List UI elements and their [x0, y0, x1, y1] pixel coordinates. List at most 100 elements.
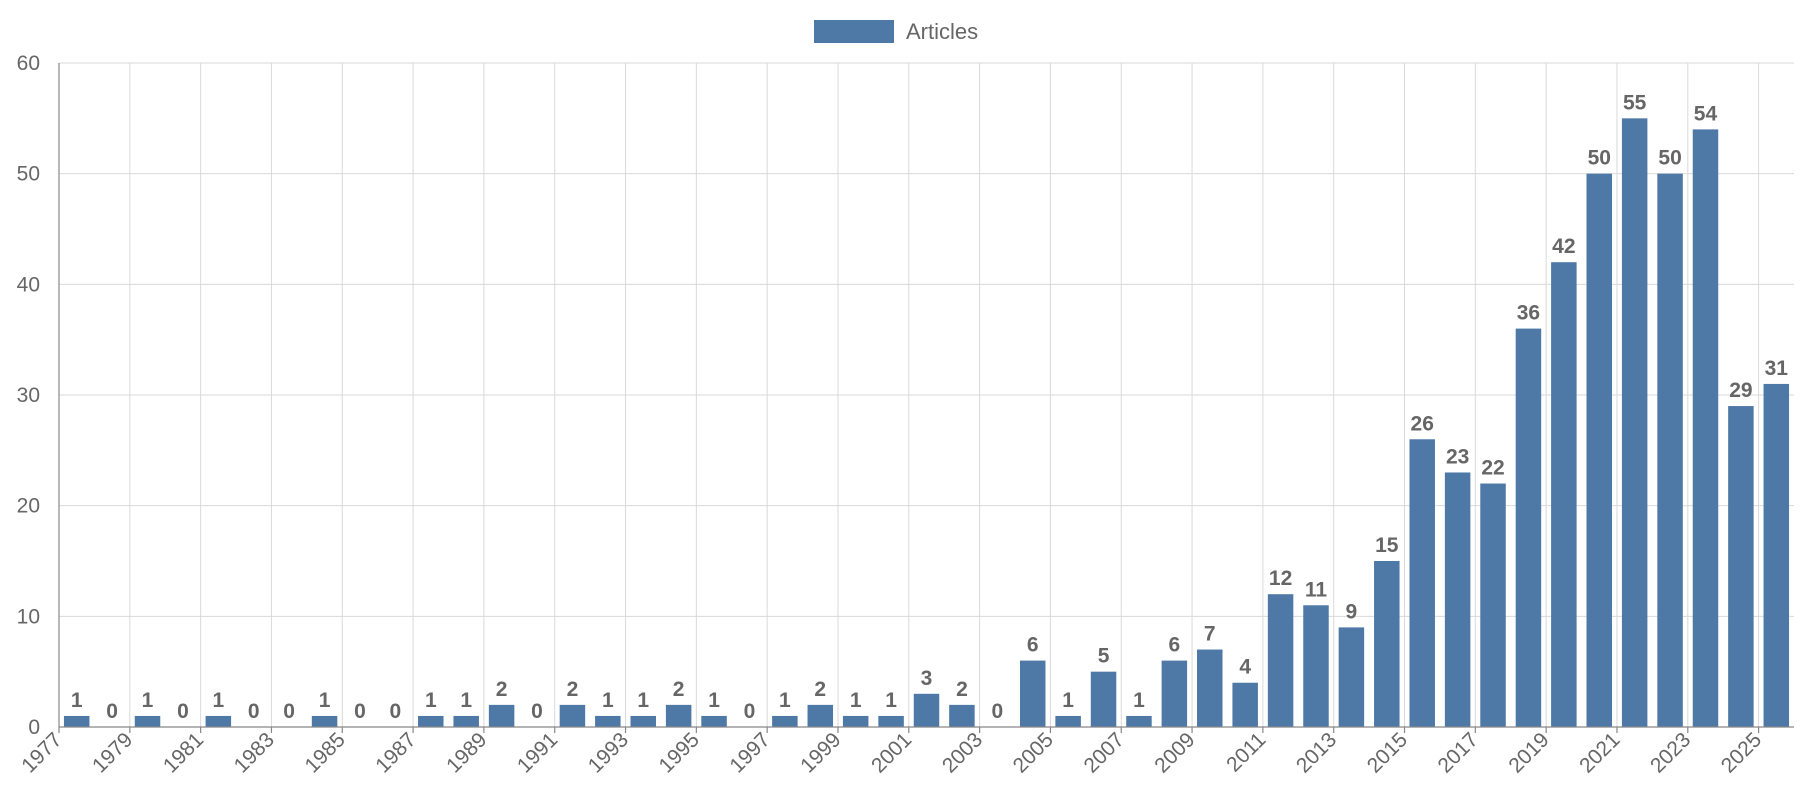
x-tick-label: 2003 [938, 728, 987, 777]
bar-1997[interactable] [772, 715, 798, 727]
bar-1984[interactable] [311, 715, 338, 727]
y-tick-label: 40 [17, 273, 40, 296]
data-label-1984: 1 [319, 689, 331, 712]
data-label-2022: 50 [1658, 147, 1681, 170]
bar-1994[interactable] [665, 704, 692, 727]
grid [58, 62, 1794, 728]
bar-2010[interactable] [1232, 682, 1258, 727]
data-label-2003: 0 [991, 700, 1003, 723]
bar-2012[interactable] [1303, 605, 1329, 727]
x-tick-label: 2005 [1009, 728, 1058, 777]
bar-2022[interactable] [1657, 173, 1683, 727]
bar-2008[interactable] [1161, 660, 1188, 727]
data-label-1996: 0 [744, 700, 756, 723]
data-label-2023: 54 [1694, 102, 1718, 125]
bar-1995[interactable] [701, 715, 727, 727]
bar-1987[interactable] [418, 715, 444, 727]
data-label-1997: 1 [779, 689, 791, 712]
bar-2011[interactable] [1267, 594, 1294, 727]
bar-2001[interactable] [913, 693, 940, 727]
x-tick-label: 1983 [230, 728, 279, 777]
bar-2015[interactable] [1409, 439, 1435, 727]
bar-2017[interactable] [1480, 483, 1506, 727]
bar-2005[interactable] [1055, 715, 1081, 727]
data-label-2002: 2 [956, 678, 968, 701]
bar-2007[interactable] [1126, 715, 1152, 727]
data-label-1981: 1 [212, 689, 224, 712]
data-label-2015: 26 [1411, 412, 1434, 435]
data-label-2017: 22 [1481, 457, 1504, 480]
data-label-1995: 1 [708, 689, 720, 712]
x-tick-label: 1987 [371, 728, 420, 777]
x-tick-label: 2015 [1363, 728, 1412, 777]
y-tick-label: 60 [17, 52, 40, 75]
x-tick-label: 2009 [1150, 728, 1199, 777]
data-label-2025: 31 [1765, 357, 1789, 380]
data-label-2013: 9 [1346, 600, 1358, 623]
bar-2004[interactable] [1019, 660, 1046, 727]
bar-2000[interactable] [878, 715, 904, 727]
bar-2020[interactable] [1586, 173, 1613, 727]
bar-2016[interactable] [1444, 472, 1471, 727]
data-label-1991: 2 [567, 678, 579, 701]
bar-1981[interactable] [205, 715, 232, 727]
x-tick-label: 1997 [725, 728, 774, 777]
bar-1991[interactable] [559, 704, 586, 727]
x-tick-label: 2013 [1292, 728, 1341, 777]
bar-2019[interactable] [1551, 262, 1577, 727]
x-tick-label: 2011 [1222, 728, 1270, 776]
bar-2018[interactable] [1515, 328, 1542, 727]
x-tick-label: 2023 [1646, 728, 1695, 777]
data-label-1979: 1 [142, 689, 154, 712]
data-label-1988: 1 [460, 689, 472, 712]
bar-1977[interactable] [63, 715, 90, 727]
data-label-2014: 15 [1375, 534, 1399, 557]
data-label-2012: 11 [1305, 578, 1328, 601]
data-label-1999: 1 [850, 689, 862, 712]
legend[interactable]: Articles [814, 19, 978, 44]
data-label-1986: 0 [390, 700, 402, 723]
data-label-2019: 42 [1552, 235, 1575, 258]
data-label-1983: 0 [283, 700, 295, 723]
bar-2023[interactable] [1692, 129, 1719, 727]
data-label-2007: 1 [1133, 689, 1145, 712]
data-label-2010: 4 [1239, 656, 1251, 679]
data-label-1980: 0 [177, 700, 189, 723]
x-tick-label: 1993 [584, 728, 633, 777]
data-label-2018: 36 [1517, 302, 1540, 325]
bar-1992[interactable] [595, 715, 621, 727]
data-label-2006: 5 [1098, 645, 1110, 668]
data-label-2005: 1 [1062, 689, 1074, 712]
data-label-2024: 29 [1729, 379, 1752, 402]
x-tick-label: 1977 [17, 728, 66, 777]
x-tick-label: 1985 [301, 728, 350, 777]
bar-2025[interactable] [1763, 383, 1790, 727]
bar-1989[interactable] [488, 704, 515, 727]
bar-1988[interactable] [453, 715, 479, 727]
legend-swatch-articles [814, 20, 894, 43]
data-label-2004: 6 [1027, 634, 1039, 657]
data-label-2011: 12 [1269, 567, 1292, 590]
x-tick-label: 2021 [1575, 728, 1624, 777]
bar-2002[interactable] [949, 704, 975, 727]
bar-2021[interactable] [1621, 118, 1648, 728]
bars [63, 118, 1790, 728]
bar-1998[interactable] [807, 704, 834, 727]
bar-2013[interactable] [1338, 627, 1365, 727]
x-tick-label: 2017 [1434, 728, 1483, 777]
bar-1993[interactable] [630, 715, 656, 727]
data-label-1985: 0 [354, 700, 366, 723]
bar-2006[interactable] [1090, 671, 1117, 727]
data-label-1990: 0 [531, 700, 543, 723]
x-tick-label: 1991 [513, 728, 562, 777]
bar-1979[interactable] [134, 715, 161, 727]
x-tick-label: 2019 [1504, 728, 1553, 777]
y-tick-label: 30 [17, 384, 40, 407]
bar-2009[interactable] [1197, 649, 1223, 727]
x-tick-label: 1995 [655, 728, 704, 777]
bar-1999[interactable] [842, 715, 869, 727]
bar-2014[interactable] [1374, 561, 1400, 727]
bar-2024[interactable] [1728, 406, 1754, 727]
data-label-1989: 2 [496, 678, 508, 701]
